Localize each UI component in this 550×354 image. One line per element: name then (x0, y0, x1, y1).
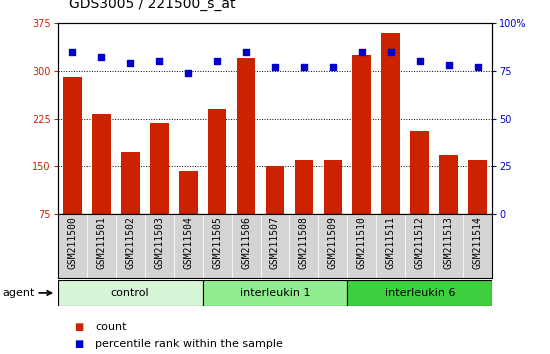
Text: control: control (111, 288, 150, 298)
Text: GSM211501: GSM211501 (96, 216, 106, 269)
Bar (434, 214, 463, 278)
Point (68, 49, 76, 55)
Text: GSM211500: GSM211500 (67, 216, 77, 269)
Bar (405, 214, 434, 278)
Text: GSM211506: GSM211506 (241, 216, 251, 269)
Bar (208, 109, 227, 214)
Bar (58, 214, 87, 278)
Text: GDS3005 / 221500_s_at: GDS3005 / 221500_s_at (69, 0, 235, 11)
Bar (410, 131, 429, 214)
Text: GSM211504: GSM211504 (183, 216, 193, 269)
Point (358, 49, 366, 55)
Point (444, 62, 453, 68)
Bar (116, 214, 145, 278)
Point (184, 70, 192, 75)
Text: GSM211508: GSM211508 (299, 216, 309, 269)
Point (474, 64, 482, 70)
Text: GSM211503: GSM211503 (154, 216, 164, 269)
Bar (236, 58, 255, 214)
Bar (469, 160, 487, 214)
Bar (261, 214, 289, 278)
Bar (63, 77, 81, 214)
Text: GSM211510: GSM211510 (357, 216, 367, 269)
Point (213, 58, 222, 64)
Bar (439, 155, 458, 214)
Text: interleukin 6: interleukin 6 (384, 288, 455, 298)
Bar (348, 280, 492, 306)
Bar (348, 214, 376, 278)
Point (241, 49, 250, 55)
Text: GSM211513: GSM211513 (444, 216, 454, 269)
Text: percentile rank within the sample: percentile rank within the sample (95, 339, 283, 349)
Point (97, 55, 106, 60)
Bar (382, 33, 400, 214)
Bar (376, 214, 405, 278)
Point (387, 49, 395, 55)
Bar (323, 160, 342, 214)
Text: GSM211511: GSM211511 (386, 216, 396, 269)
Bar (174, 214, 202, 278)
Bar (58, 280, 202, 306)
Text: count: count (95, 322, 126, 332)
Bar (202, 214, 232, 278)
Point (328, 64, 337, 70)
Bar (318, 214, 348, 278)
Bar (295, 160, 313, 214)
Bar (179, 171, 197, 214)
Point (415, 58, 424, 64)
Text: GSM211509: GSM211509 (328, 216, 338, 269)
Bar (121, 152, 140, 214)
Text: interleukin 1: interleukin 1 (240, 288, 310, 298)
Point (126, 60, 135, 66)
Text: ■: ■ (74, 322, 84, 332)
Bar (266, 166, 284, 214)
Bar (463, 214, 492, 278)
Bar (202, 280, 348, 306)
Text: GSM211505: GSM211505 (212, 216, 222, 269)
Point (271, 64, 279, 70)
Bar (150, 123, 168, 214)
Bar (289, 214, 318, 278)
Point (300, 64, 309, 70)
Text: GSM211512: GSM211512 (415, 216, 425, 269)
Bar (232, 214, 261, 278)
Bar (353, 55, 371, 214)
Text: GSM211514: GSM211514 (473, 216, 483, 269)
Text: ■: ■ (74, 339, 84, 349)
Bar (92, 114, 111, 214)
Text: GSM211502: GSM211502 (125, 216, 135, 269)
Point (155, 58, 163, 64)
Text: GSM211507: GSM211507 (270, 216, 280, 269)
Bar (87, 214, 116, 278)
Text: agent: agent (3, 288, 35, 298)
Bar (145, 214, 174, 278)
